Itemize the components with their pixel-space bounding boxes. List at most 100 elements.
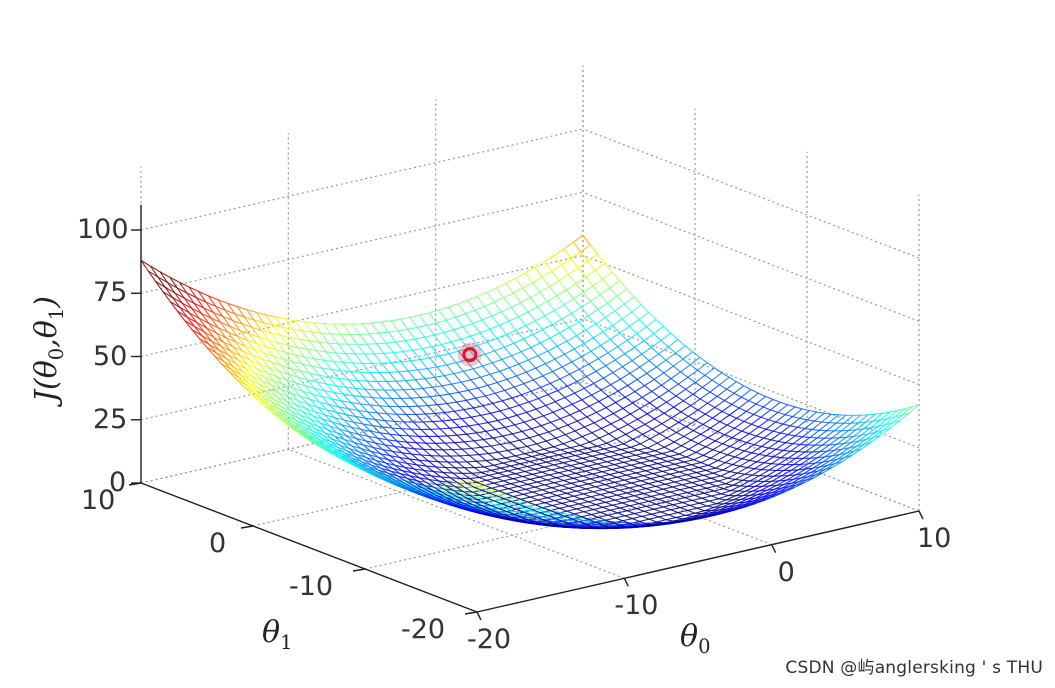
mesh-segment [802, 408, 810, 412]
mesh-segment [203, 331, 212, 342]
mesh-segment [746, 442, 755, 446]
mesh-segment [557, 424, 568, 430]
mesh-segment [764, 475, 775, 482]
mesh-segment [261, 358, 270, 369]
mesh-segment [293, 407, 304, 413]
mesh-segment [667, 460, 675, 465]
mesh-segment [570, 444, 581, 449]
mesh-segment [792, 408, 803, 418]
mesh-segment [467, 295, 478, 301]
mesh-segment [496, 337, 505, 348]
mesh-segment [232, 320, 241, 331]
mesh-segment [713, 488, 724, 492]
mesh-segment [480, 373, 491, 378]
mesh-segment [243, 316, 253, 328]
mesh-segment [544, 466, 552, 471]
mesh-segment [727, 477, 736, 480]
mesh-segment [332, 438, 341, 446]
mesh-segment [249, 359, 260, 365]
mesh-segment [370, 450, 379, 458]
mesh-segment [533, 415, 544, 420]
mesh-segment [150, 265, 161, 273]
mesh-segment [582, 292, 592, 302]
mesh-segment [451, 418, 462, 421]
mesh-segment [538, 434, 547, 442]
mesh-segment [247, 382, 256, 391]
mesh-segment [586, 416, 595, 424]
mesh-segment [307, 421, 316, 430]
mesh-segment [514, 383, 525, 388]
mesh-segment [787, 404, 795, 408]
mesh-segment [441, 420, 451, 429]
mesh-segment [734, 421, 745, 429]
mesh-segment [683, 435, 692, 441]
mesh-segment [314, 358, 325, 361]
mesh-segment [237, 335, 246, 347]
z-axis-label: J(θ0,θ1) [29, 296, 68, 402]
mesh-segment [498, 490, 507, 495]
mesh-segment [271, 401, 280, 410]
mesh-segment [580, 460, 591, 464]
mesh-segment [445, 485, 454, 491]
mesh-segment [494, 346, 505, 352]
mesh-segment [432, 385, 443, 388]
mesh-segment [721, 510, 730, 514]
mesh-segment [578, 321, 587, 331]
mesh-segment [434, 332, 445, 336]
mesh-segment [578, 483, 589, 487]
mesh-segment [508, 485, 519, 490]
mesh-segment [583, 493, 591, 498]
mesh-segment [215, 332, 224, 343]
mesh-segment [466, 461, 475, 469]
mesh-segment [492, 400, 503, 405]
mesh-segment [611, 451, 619, 456]
mesh-segment [656, 442, 665, 448]
mesh-segment [442, 419, 453, 422]
mesh-segment [432, 421, 441, 430]
mesh-segment [402, 351, 411, 362]
mesh-segment [399, 473, 410, 477]
mesh-segment [272, 412, 281, 420]
mesh-segment [708, 482, 717, 487]
mesh-segment [643, 340, 652, 348]
mesh-segment [333, 417, 343, 426]
mesh-segment [506, 329, 517, 335]
mesh-segment [456, 433, 467, 436]
mesh-segment [223, 360, 234, 368]
mesh-segment [336, 432, 347, 437]
mesh-segment [489, 508, 498, 513]
mesh-segment [406, 441, 415, 450]
mesh-segment [509, 363, 520, 369]
mesh-segment [780, 457, 789, 459]
mesh-segment [448, 495, 457, 501]
mesh-segment [540, 382, 551, 388]
mesh-segment [294, 354, 303, 365]
mesh-segment [626, 288, 635, 298]
mesh-segment [418, 405, 428, 407]
mesh-segment [860, 433, 869, 436]
mesh-segment [776, 479, 787, 486]
mesh-segment [790, 463, 801, 471]
mesh-segment [343, 419, 354, 423]
mesh-segment [515, 277, 524, 289]
mesh-segment [596, 445, 605, 450]
mesh-segment [612, 522, 621, 527]
mesh-segment [379, 405, 390, 407]
mesh-segment [634, 493, 644, 497]
mesh-segment [334, 435, 345, 440]
mesh-segment [241, 323, 250, 335]
mesh-segment [633, 475, 644, 479]
mesh-segment [863, 437, 874, 445]
mesh-segment [314, 411, 323, 420]
mesh-segment [352, 395, 361, 405]
mesh-segment [722, 469, 731, 473]
mesh-segment [676, 426, 687, 433]
mesh-segment [246, 339, 257, 345]
mesh-segment [554, 479, 564, 484]
mesh-segment [658, 390, 670, 398]
mesh-segment [578, 368, 587, 377]
mesh-segment [486, 292, 495, 303]
mesh-segment [451, 338, 461, 343]
mesh-segment [397, 330, 406, 342]
mesh-segment [425, 413, 434, 422]
